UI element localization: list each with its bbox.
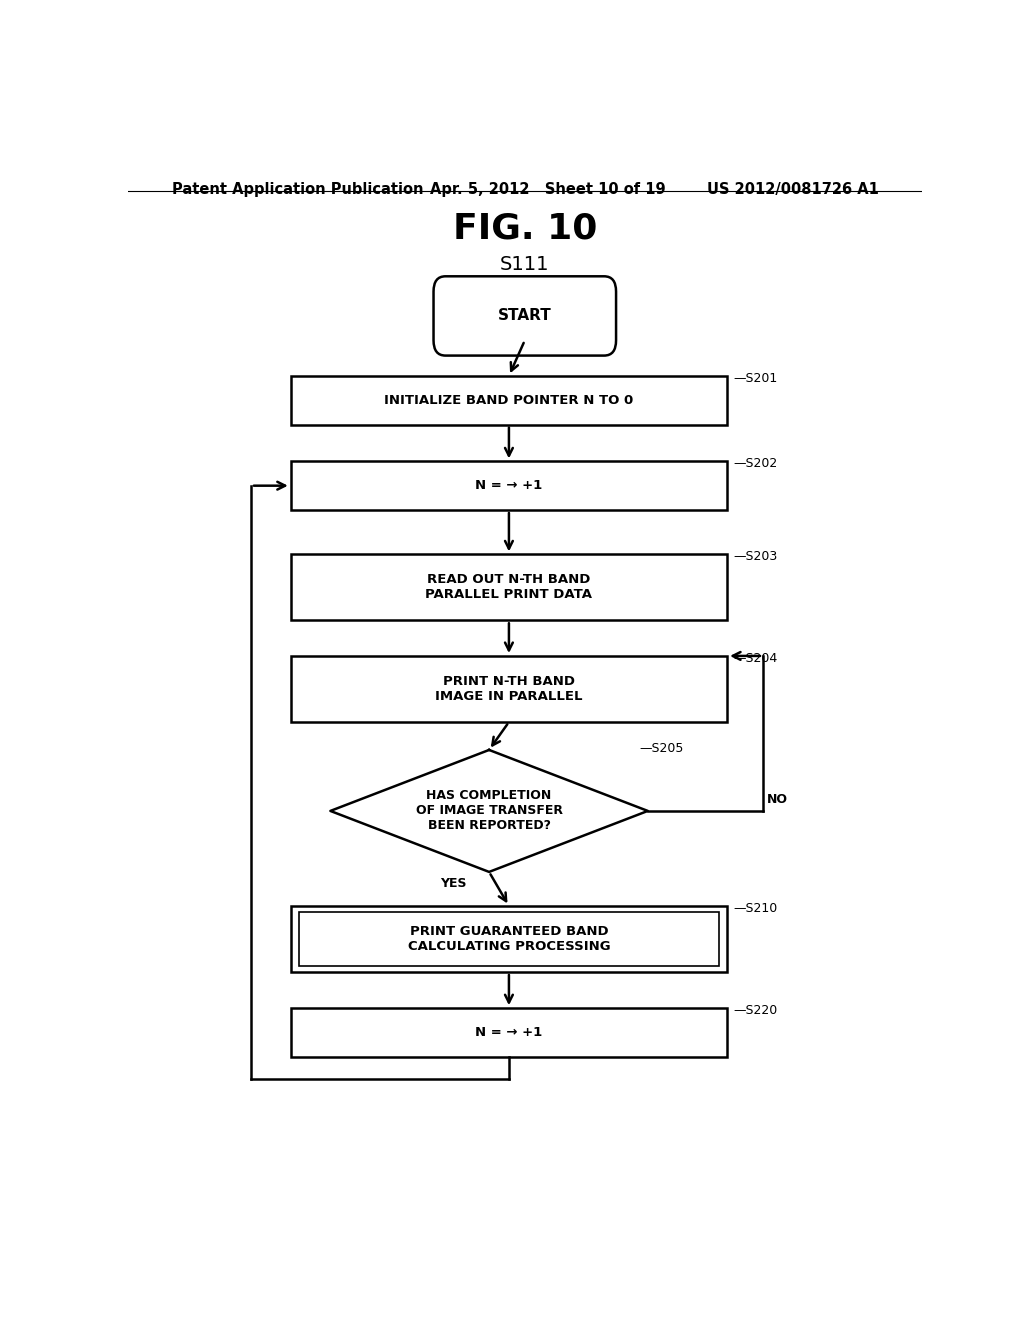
Text: US 2012/0081726 A1: US 2012/0081726 A1 [708,182,880,197]
Bar [291,376,727,425]
Text: PRINT N-TH BAND
IMAGE IN PARALLEL: PRINT N-TH BAND IMAGE IN PARALLEL [435,675,583,704]
Text: Patent Application Publication: Patent Application Publication [172,182,423,197]
FancyBboxPatch shape [433,276,616,355]
Text: HAS COMPLETION
OF IMAGE TRANSFER
BEEN REPORTED?: HAS COMPLETION OF IMAGE TRANSFER BEEN RE… [416,789,562,833]
Text: N = → +1: N = → +1 [475,1026,543,1039]
Text: Apr. 5, 2012   Sheet 10 of 19: Apr. 5, 2012 Sheet 10 of 19 [430,182,666,197]
Text: —S201: —S201 [733,372,778,385]
Text: —S203: —S203 [733,550,778,564]
Bar [291,461,727,510]
Text: N = → +1: N = → +1 [475,479,543,492]
Text: —S202: —S202 [733,457,778,470]
Bar [291,656,727,722]
Bar [299,912,719,966]
Text: YES: YES [440,876,467,890]
Bar [291,906,727,972]
Text: FIG. 10: FIG. 10 [453,211,597,246]
Text: —S210: —S210 [733,902,778,915]
Text: READ OUT N-TH BAND
PARALLEL PRINT DATA: READ OUT N-TH BAND PARALLEL PRINT DATA [425,573,593,602]
Text: INITIALIZE BAND POINTER N TO 0: INITIALIZE BAND POINTER N TO 0 [384,393,634,407]
Bar [291,1008,727,1057]
Text: —S204: —S204 [733,652,778,665]
Text: S111: S111 [500,255,550,275]
Text: —S220: —S220 [733,1005,778,1016]
Text: PRINT GUARANTEED BAND
CALCULATING PROCESSING: PRINT GUARANTEED BAND CALCULATING PROCES… [408,925,610,953]
Polygon shape [331,750,648,873]
Text: START: START [498,309,552,323]
Text: —S205: —S205 [640,742,684,755]
Text: NO: NO [767,793,787,805]
Bar [291,554,727,620]
